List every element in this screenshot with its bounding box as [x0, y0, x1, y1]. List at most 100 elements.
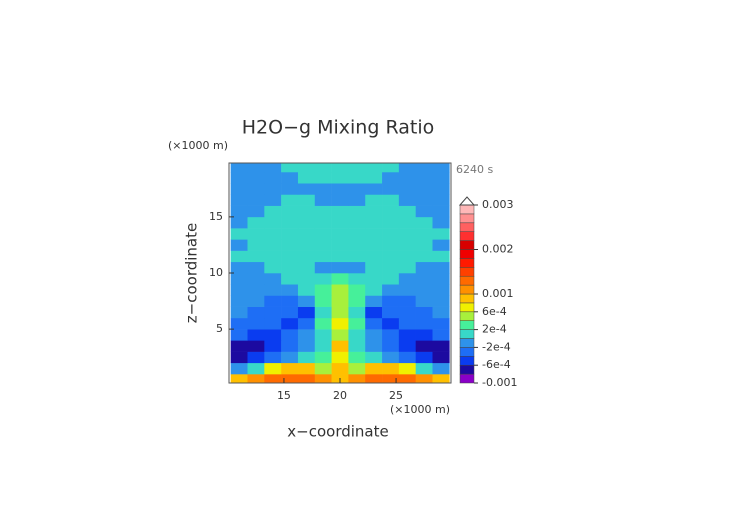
y-tick-label: 15 — [209, 210, 223, 223]
field-cell — [297, 163, 316, 173]
field-cell — [297, 340, 316, 352]
field-cell — [348, 183, 366, 195]
field-cell — [415, 194, 433, 206]
field-cell — [314, 374, 332, 384]
colorbar-box — [459, 222, 475, 232]
field-cell — [432, 261, 450, 274]
field-cell — [281, 183, 299, 195]
field-cell — [365, 351, 383, 364]
field-cell — [264, 239, 282, 251]
field-cell — [415, 183, 433, 195]
field-cell — [415, 163, 433, 173]
field-cell — [382, 273, 400, 285]
field-cell — [398, 250, 416, 263]
field-cell — [348, 194, 366, 206]
field-cell — [382, 295, 400, 307]
field-cell — [247, 205, 265, 218]
field-cell — [365, 374, 383, 384]
field-cell — [348, 163, 366, 173]
field-cell — [314, 250, 332, 263]
field-cell — [297, 317, 316, 330]
field-cell — [331, 194, 349, 206]
field-cell — [281, 351, 299, 364]
field-cell — [264, 329, 282, 341]
field-cell — [382, 374, 400, 384]
field-cell — [348, 306, 366, 319]
field-cell — [281, 194, 299, 206]
field-cell — [382, 261, 400, 274]
field-cell — [247, 228, 265, 240]
field-cell — [398, 306, 416, 319]
x-tick-label: 20 — [333, 389, 347, 402]
colorbar-box — [459, 311, 475, 321]
field-cell — [365, 261, 383, 274]
colorbar-box — [459, 284, 475, 295]
field-cell — [331, 205, 349, 218]
field-cell — [415, 306, 433, 319]
field-cell — [247, 284, 265, 296]
field-cell — [281, 329, 299, 341]
field-cell — [415, 171, 433, 184]
field-cell — [264, 317, 282, 330]
field-cell — [264, 273, 282, 285]
field-cell — [281, 362, 299, 375]
field-cell — [247, 171, 265, 184]
field-cell — [281, 340, 299, 352]
field-cell — [314, 340, 332, 352]
field-cell — [281, 306, 299, 319]
field-cell — [230, 329, 248, 341]
field-cell — [398, 171, 416, 184]
field-cell — [264, 183, 282, 195]
colorbar-box — [459, 364, 475, 375]
colorbar-box — [459, 240, 475, 250]
field-cell — [297, 362, 316, 375]
field-cell — [365, 317, 383, 330]
field-cell — [264, 171, 282, 184]
field-cell — [230, 306, 248, 319]
field-cell — [415, 273, 433, 285]
field-cell — [415, 205, 433, 218]
field-cell — [314, 239, 332, 251]
field-cell — [432, 329, 450, 341]
field-cell — [264, 194, 282, 206]
field-cell — [230, 362, 248, 375]
field-cell — [432, 228, 450, 240]
field-cell — [348, 284, 366, 296]
field-cell — [230, 295, 248, 307]
field-cell — [348, 329, 366, 341]
colorbar-tick-label: 0.003 — [482, 198, 514, 211]
field-cell — [398, 340, 416, 352]
field-cell — [230, 171, 248, 184]
colorbar-tick-label: 2e-4 — [482, 323, 507, 336]
field-cell — [297, 284, 316, 296]
y-unit: (×1000 m) — [168, 139, 228, 152]
field-cell — [264, 228, 282, 240]
colorbar-tick-label: 0.002 — [482, 243, 514, 256]
colorbar-box — [459, 204, 475, 215]
field-cell — [398, 228, 416, 240]
field-cell — [314, 317, 332, 330]
colorbar-box — [459, 302, 475, 313]
field-cell — [382, 239, 400, 251]
field-cell — [382, 250, 400, 263]
field-cell — [230, 351, 248, 364]
field-cell — [382, 340, 400, 352]
field-cell — [382, 171, 400, 184]
field-cell — [331, 329, 349, 341]
field-cell — [382, 317, 400, 330]
field-cell — [297, 171, 316, 184]
field-cell — [432, 317, 450, 330]
field-cell — [398, 194, 416, 206]
field-cell — [281, 295, 299, 307]
field-cell — [365, 250, 383, 263]
colorbar-box — [459, 293, 475, 304]
field-cell — [365, 273, 383, 285]
field-cell — [297, 216, 316, 229]
colorbar-box — [459, 373, 475, 384]
field-cell — [415, 329, 433, 341]
field-cell — [432, 284, 450, 296]
field-cell — [247, 374, 265, 384]
field-cell — [398, 351, 416, 364]
field-cell — [230, 284, 248, 296]
